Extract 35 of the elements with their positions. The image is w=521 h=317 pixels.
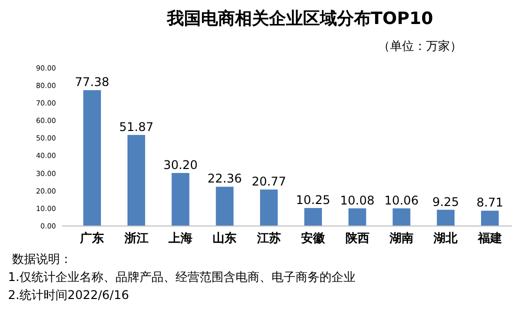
bar	[304, 208, 322, 226]
data-label: 22.36	[208, 172, 242, 186]
x-tick-label: 广东	[79, 231, 104, 245]
x-tick-label: 福建	[476, 231, 502, 245]
text: 1.仅统计企业名称、品牌产品、经营范围含电商、电子商务的企业	[8, 270, 356, 284]
data-label: 10.06	[384, 193, 419, 208]
text: 数据说明：	[12, 252, 72, 266]
bar	[216, 186, 234, 226]
data-label: 51.87	[119, 120, 154, 134]
chart-title: 我国电商相关企业区域分布TOP10	[166, 9, 434, 29]
data-label: 20.77	[252, 174, 286, 189]
x-tick-label: 湖北	[432, 231, 459, 245]
x-tick-label: 江苏	[256, 231, 281, 245]
data-label: 10.25	[296, 193, 330, 208]
x-tick-label: 上海	[168, 231, 192, 245]
data-label: 9.25	[432, 194, 460, 209]
data-label: 10.08	[340, 193, 374, 208]
data-label: 30.20	[163, 158, 198, 172]
text: 2.统计时间2022/6/16	[8, 288, 129, 302]
x-tick-label: 安徽	[301, 231, 326, 245]
bar	[348, 208, 366, 226]
bar	[260, 190, 278, 226]
bar	[481, 210, 499, 226]
x-tick-label: 浙江	[123, 231, 148, 245]
bar	[392, 208, 410, 226]
data-label: 77.38	[74, 75, 110, 90]
x-tick-label: 山东	[212, 231, 237, 245]
bar	[436, 210, 455, 226]
bar	[83, 90, 101, 226]
chart-subtitle: （单位：万家）	[378, 39, 462, 53]
bar	[172, 172, 190, 226]
bar	[127, 134, 146, 226]
x-tick-label: 陕西	[345, 231, 370, 245]
data-label: 8.71	[476, 196, 504, 210]
x-tick-label: 湖南	[388, 231, 414, 245]
